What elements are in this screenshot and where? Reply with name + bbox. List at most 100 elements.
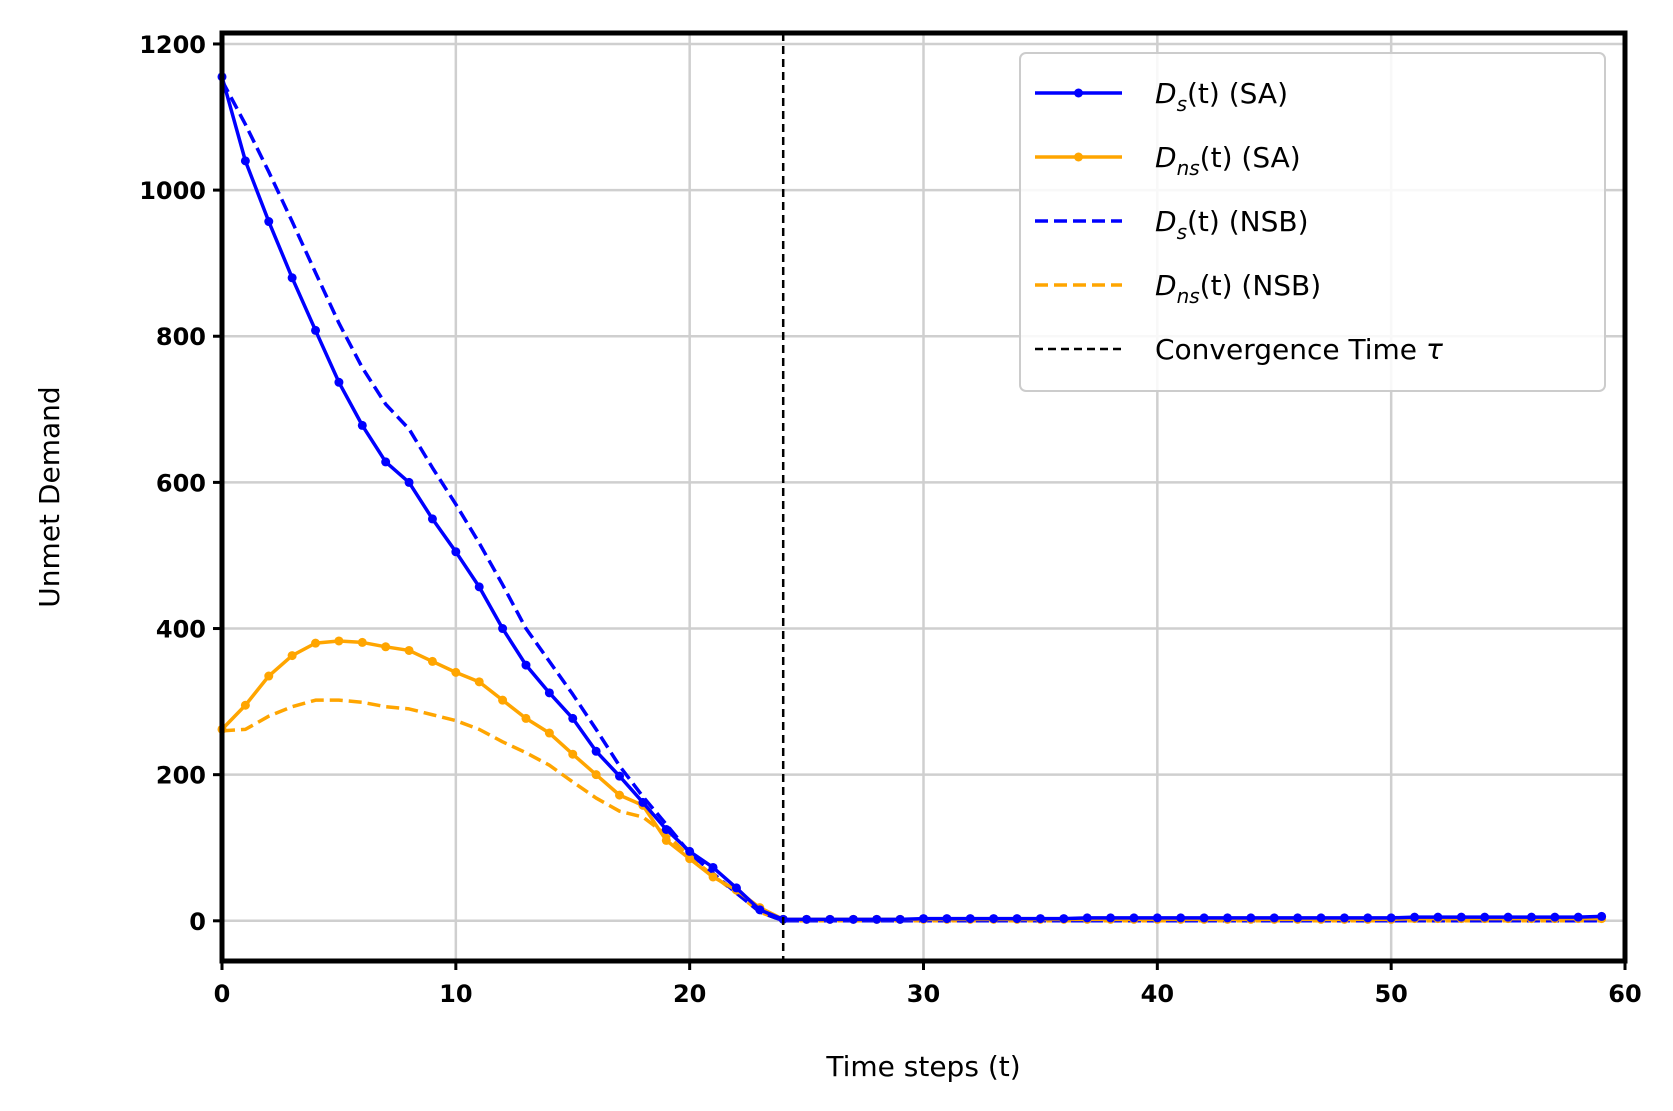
legend-arg: (t)	[1187, 77, 1220, 110]
data-point-ds_sa	[1410, 912, 1420, 922]
y-tick-label: 400	[156, 616, 206, 644]
data-point-ds_sa	[638, 797, 648, 807]
data-point-dns_sa	[311, 638, 321, 648]
data-point-ds_sa	[1526, 912, 1536, 922]
legend-subscript: ns	[1177, 156, 1200, 180]
legend-arg: (t)	[1200, 141, 1233, 174]
data-point-dns_sa	[498, 695, 508, 705]
data-point-ds_sa	[474, 582, 484, 592]
data-point-dns_sa	[264, 671, 274, 681]
data-point-ds_sa	[240, 156, 250, 166]
data-point-dns_sa	[357, 637, 367, 647]
legend-subscript: s	[1177, 92, 1187, 116]
x-tick-label: 40	[1141, 980, 1174, 1008]
data-point-dns_sa	[404, 645, 414, 655]
legend-label-convergence: Convergence Time τ	[1155, 333, 1443, 366]
data-point-ds_sa	[1573, 912, 1583, 922]
data-point-ds_sa	[1386, 913, 1396, 923]
data-point-ds_sa	[825, 914, 835, 924]
data-point-dns_sa	[474, 677, 484, 687]
data-point-ds_sa	[311, 325, 321, 335]
data-point-dns_sa	[685, 854, 695, 864]
data-point-dns_sa	[661, 835, 671, 845]
data-point-ds_sa	[802, 914, 812, 924]
data-point-ds_sa	[1293, 913, 1303, 923]
data-point-dns_sa	[708, 872, 718, 882]
data-point-ds_sa	[1199, 913, 1209, 923]
legend-label-dns_sa: Dns(t) (SA)	[1155, 141, 1301, 180]
data-point-ds_sa	[1152, 913, 1162, 923]
data-point-ds_sa	[1597, 911, 1607, 921]
data-point-dns_sa	[591, 770, 601, 780]
data-point-dns_sa	[615, 790, 625, 800]
legend-tag: (NSB)	[1220, 205, 1309, 238]
y-tick-label: 1000	[139, 177, 206, 205]
data-point-ds_sa	[848, 914, 858, 924]
data-point-ds_sa	[989, 914, 999, 924]
data-point-ds_sa	[895, 914, 905, 924]
legend-subscript: ns	[1177, 284, 1200, 308]
data-point-ds_sa	[1363, 913, 1373, 923]
legend-var: D	[1155, 205, 1177, 238]
legend-var: D	[1155, 141, 1177, 174]
legend-arg: (t)	[1187, 205, 1220, 238]
legend-convergence-text: Convergence Time	[1155, 333, 1426, 366]
legend-tag: (NSB)	[1233, 269, 1322, 302]
legend-label-dns_nsb: Dns(t) (NSB)	[1155, 269, 1321, 308]
data-point-ds_sa	[521, 660, 531, 670]
legend-label-ds_nsb: Ds(t) (NSB)	[1155, 205, 1309, 244]
data-point-ds_sa	[965, 914, 975, 924]
data-point-ds_sa	[334, 377, 344, 387]
x-axis-label: Time steps (t)	[825, 1050, 1020, 1083]
data-point-ds_sa	[1503, 912, 1513, 922]
plot-area	[217, 33, 1607, 961]
data-point-ds_sa	[451, 547, 461, 557]
x-tick-label: 50	[1374, 980, 1407, 1008]
data-point-ds_sa	[1339, 913, 1349, 923]
data-point-ds_sa	[381, 457, 391, 467]
data-point-ds_sa	[568, 713, 578, 723]
data-point-ds_sa	[1433, 912, 1443, 922]
data-point-ds_sa	[1550, 912, 1560, 922]
data-point-ds_sa	[357, 420, 367, 430]
data-point-ds_sa	[731, 883, 741, 893]
x-tick-label: 60	[1608, 980, 1641, 1008]
y-tick-label: 600	[156, 469, 206, 497]
data-point-dns_sa	[334, 636, 344, 646]
data-point-ds_sa	[287, 273, 297, 283]
data-point-ds_sa	[1082, 913, 1092, 923]
y-axis-label: Unmet Demand	[33, 386, 66, 607]
data-point-dns_sa	[521, 713, 531, 723]
data-point-ds_sa	[1059, 914, 1069, 924]
data-point-ds_sa	[942, 914, 952, 924]
legend-marker-dns_sa	[1074, 152, 1083, 162]
data-point-ds_sa	[1246, 913, 1256, 923]
data-point-ds_sa	[544, 688, 554, 698]
data-point-ds_sa	[591, 746, 601, 756]
data-point-ds_sa	[661, 824, 671, 834]
data-point-ds_sa	[1269, 913, 1279, 923]
data-point-ds_sa	[1176, 913, 1186, 923]
data-point-ds_sa	[685, 846, 695, 856]
data-point-ds_sa	[1222, 913, 1232, 923]
legend-subscript: s	[1177, 220, 1187, 244]
data-point-ds_sa	[1035, 914, 1045, 924]
data-point-dns_sa	[544, 728, 554, 738]
x-tick-label: 0	[214, 980, 231, 1008]
data-point-ds_sa	[404, 477, 414, 487]
y-tick-label: 800	[156, 323, 206, 351]
legend-convergence-symbol: τ	[1426, 333, 1443, 366]
legend-tag: (SA)	[1233, 141, 1301, 174]
series-line-dns_sa	[220, 639, 1602, 922]
data-point-ds_sa	[755, 905, 765, 915]
data-point-dns_sa	[381, 642, 391, 652]
data-point-ds_sa	[708, 862, 718, 872]
data-point-ds_sa	[1012, 914, 1022, 924]
data-point-dns_sa	[451, 667, 461, 677]
y-tick-label: 0	[189, 908, 206, 936]
legend-tag: (SA)	[1220, 77, 1288, 110]
legend-var: D	[1155, 77, 1177, 110]
legend-box	[1019, 52, 1606, 392]
